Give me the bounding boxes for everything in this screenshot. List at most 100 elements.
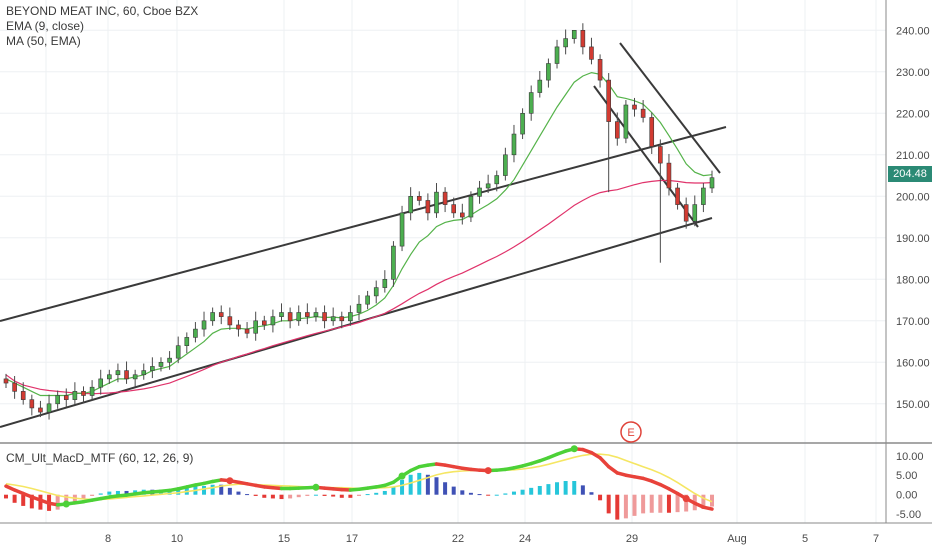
macd-histogram-bar (296, 494, 301, 498)
candle-body (546, 63, 551, 81)
ema-legend: EMA (9, close) (6, 19, 85, 33)
candle-body (46, 403, 52, 413)
macd-tick-label: 0.00 (896, 490, 917, 502)
macd-line-segment (606, 464, 620, 475)
macd-histogram-bar (374, 492, 379, 495)
candle-body (649, 117, 655, 147)
macd-histogram-bar (107, 491, 112, 495)
macd-histogram-bar (434, 477, 439, 495)
macd-histogram-bar (658, 494, 663, 513)
macd-cross-dot (312, 483, 320, 491)
candle-body (373, 287, 379, 297)
candle-body (356, 303, 362, 313)
macd-histogram-bar (90, 494, 95, 496)
macd-histogram-bar (598, 494, 603, 501)
macd-histogram-bar (511, 491, 516, 495)
macd-histogram-bar (245, 494, 250, 496)
macd-histogram-bar (632, 494, 637, 516)
candle-body (20, 391, 26, 400)
candle-body (287, 312, 293, 322)
ma-legend: MA (50, EMA) (6, 34, 81, 48)
candle-body (175, 345, 181, 359)
macd-histogram-bar (124, 490, 129, 495)
macd-legend: CM_Ult_MacD_MTF (60, 12, 26, 9) (6, 451, 194, 465)
candle-body (537, 79, 543, 93)
macd-histogram-bar (623, 494, 628, 519)
ma-50-path (5, 179, 713, 395)
macd-histogram-bar (555, 482, 560, 495)
macd-histogram-bar (451, 486, 456, 495)
candle-body (701, 187, 706, 205)
macd-histogram-bar (357, 494, 361, 496)
earnings-marker[interactable]: E (620, 421, 642, 443)
time-tick-label: 8 (105, 533, 111, 545)
macd-histogram-bar (29, 494, 34, 509)
candle-body (442, 191, 448, 205)
macd-line-segment (598, 455, 611, 469)
candle-body (115, 370, 121, 376)
macd-histogram-bar (400, 479, 405, 495)
time-tick-label: 22 (452, 533, 464, 545)
chart-title: BEYOND MEAT INC, 60, Cboe BZX (6, 4, 199, 18)
earnings-marker-circle[interactable] (620, 421, 642, 443)
candle-body (348, 312, 353, 322)
macd-histogram-bar (219, 484, 224, 495)
macd-tick-label: 10.00 (896, 451, 924, 463)
macd-histogram-bar (417, 472, 422, 495)
macd-histogram-bar (202, 485, 207, 495)
ema-9-line (5, 71, 713, 397)
candle-body (313, 312, 319, 317)
price-tick-label: 200.00 (896, 191, 930, 203)
candle-body (416, 196, 422, 201)
candle-body (184, 337, 190, 346)
macd-histogram-bar (55, 494, 60, 510)
macd-histogram-bar (589, 492, 594, 495)
candles (3, 23, 715, 420)
candle-body (632, 104, 637, 110)
candle-body (692, 204, 698, 222)
candle-body (201, 320, 207, 330)
candle-body (606, 79, 611, 122)
macd-histogram-bar (572, 481, 577, 495)
earnings-marker-label: E (627, 427, 634, 439)
macd-histogram-bar (701, 494, 706, 510)
candle-body (391, 245, 396, 280)
macd-histogram-bar (279, 494, 284, 500)
ma-50-line (5, 179, 713, 395)
candle-body (38, 407, 43, 413)
candle-body (451, 204, 457, 214)
candle-body (554, 46, 560, 64)
trendlines (0, 42, 727, 428)
candle-body (597, 59, 603, 81)
macd-cross-dot (398, 472, 406, 480)
grid (0, 0, 886, 523)
candle-body (81, 391, 86, 396)
candle-body (296, 312, 302, 322)
macd-histogram-bar (176, 488, 181, 495)
lower-channel-line (0, 217, 713, 428)
price-tick-label: 150.00 (896, 399, 930, 411)
candle-body (236, 324, 241, 330)
macd-histogram-bar (236, 491, 241, 495)
candle-body (98, 378, 104, 388)
macd-histogram-bar (606, 494, 611, 514)
candle-body (63, 395, 69, 400)
candle-body (485, 183, 491, 189)
macd-histogram-bar (460, 490, 465, 495)
candle-body (330, 316, 336, 322)
macd-panel (4, 445, 714, 520)
macd-histogram-bar (12, 494, 17, 503)
macd-histogram-bar (313, 494, 318, 496)
macd-cross-dot (62, 500, 70, 508)
candle-body (193, 328, 198, 338)
macd-cross-dot (682, 495, 690, 503)
macd-histogram-bar (262, 494, 267, 498)
macd-histogram-bar (425, 474, 430, 495)
price-tick-label: 240.00 (896, 25, 930, 37)
candle-body (563, 38, 568, 48)
candle-body (305, 312, 310, 317)
macd-histogram-bar (167, 489, 172, 495)
upper-channel-line (0, 126, 727, 322)
macd-histogram-bar (322, 494, 327, 496)
candle-body (520, 113, 525, 135)
